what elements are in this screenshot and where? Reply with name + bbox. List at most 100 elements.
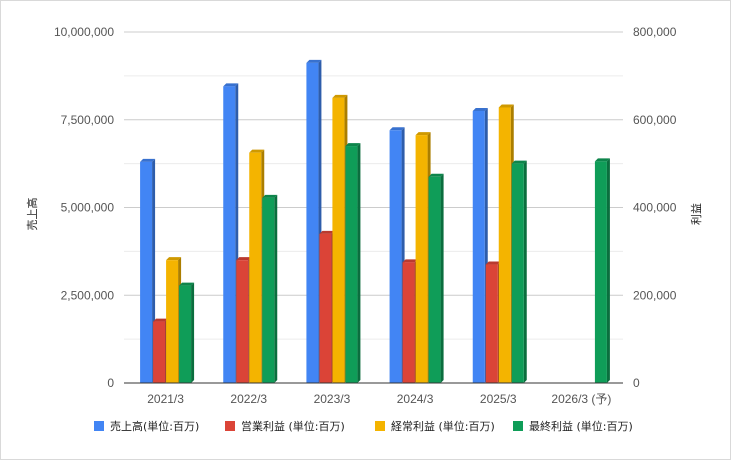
bars bbox=[140, 59, 610, 383]
bar-top bbox=[166, 257, 182, 261]
bar bbox=[428, 173, 444, 383]
bar-side bbox=[191, 282, 195, 383]
bar bbox=[223, 83, 239, 383]
bar-top bbox=[389, 127, 405, 131]
bar-top bbox=[498, 104, 514, 108]
bar-top bbox=[332, 94, 348, 98]
bar-side bbox=[274, 194, 278, 383]
left-tick-label: 0 bbox=[107, 376, 114, 390]
bar-front bbox=[472, 110, 485, 383]
legend-item: 経常利益 (単位:百万) bbox=[375, 419, 495, 433]
bar-top bbox=[511, 160, 527, 164]
legend-label: 売上高(単位:百万) bbox=[110, 419, 199, 433]
bar bbox=[594, 158, 610, 383]
bar-front bbox=[498, 107, 511, 383]
category-labels: 2021/3 2022/3 2023/3 2024/3 2025/3 2026/3 (予) bbox=[147, 392, 611, 406]
legend-label: 経常利益 (単位:百万) bbox=[391, 419, 495, 433]
category-label: 2024/3 bbox=[397, 392, 434, 406]
left-tick-label: 10,000,000 bbox=[54, 25, 114, 39]
bar bbox=[262, 194, 278, 383]
category-label: 2021/3 bbox=[147, 392, 184, 406]
bar bbox=[319, 230, 335, 383]
bar-top bbox=[402, 259, 418, 263]
bar bbox=[153, 318, 169, 383]
bar-front bbox=[389, 130, 402, 383]
bar-front bbox=[485, 264, 498, 383]
left-tick-label: 5,000,000 bbox=[61, 201, 115, 215]
bar-side bbox=[440, 173, 444, 383]
left-tick-label: 7,500,000 bbox=[61, 113, 115, 127]
bar-top bbox=[262, 194, 278, 198]
bar-front bbox=[402, 262, 415, 383]
bar-top bbox=[223, 83, 239, 87]
bar-front bbox=[345, 146, 358, 383]
bar bbox=[236, 257, 252, 383]
legend-swatch bbox=[94, 421, 104, 431]
bar-top bbox=[472, 107, 488, 111]
bar-front bbox=[594, 161, 607, 383]
bar-front bbox=[511, 163, 524, 383]
category-label: 2023/3 bbox=[314, 392, 351, 406]
right-axis-title: 利益 bbox=[689, 203, 703, 225]
legend-swatch bbox=[225, 421, 235, 431]
bar bbox=[306, 59, 322, 383]
right-tick-label: 600,000 bbox=[633, 113, 677, 127]
legend-swatch bbox=[513, 421, 523, 431]
bar bbox=[179, 282, 195, 383]
bar-top bbox=[306, 59, 322, 63]
legend-item: 売上高(単位:百万) bbox=[94, 419, 199, 433]
bar-top bbox=[153, 318, 169, 322]
bar bbox=[498, 104, 514, 383]
right-tick-label: 400,000 bbox=[633, 201, 677, 215]
bar-side bbox=[606, 158, 610, 383]
legend-swatch bbox=[375, 421, 385, 431]
category-label: 2025/3 bbox=[480, 392, 517, 406]
bar-front bbox=[249, 152, 262, 383]
left-axis-ticks: 0 2,500,000 5,000,000 7,500,000 10,000,000 bbox=[54, 25, 114, 390]
category-label: 2026/3 (予) bbox=[551, 392, 611, 406]
bar-top bbox=[140, 158, 156, 162]
bar-front bbox=[140, 161, 153, 383]
bar bbox=[140, 158, 156, 383]
legend-item: 最終利益 (単位:百万) bbox=[513, 419, 633, 433]
bar-front bbox=[153, 321, 166, 383]
bar bbox=[472, 107, 488, 383]
bar-top bbox=[485, 261, 501, 265]
right-tick-label: 800,000 bbox=[633, 25, 677, 39]
bar-front bbox=[332, 97, 345, 383]
legend-item: 営業利益 (単位:百万) bbox=[225, 419, 345, 433]
bar bbox=[249, 149, 265, 383]
bar-front bbox=[223, 86, 236, 383]
legend-label: 最終利益 (単位:百万) bbox=[529, 419, 633, 433]
bar bbox=[345, 143, 361, 383]
bar-top bbox=[319, 230, 335, 234]
bar-front bbox=[262, 197, 275, 383]
left-axis-title: 売上高 bbox=[25, 198, 39, 231]
bar-top bbox=[236, 257, 252, 261]
bar-top bbox=[415, 132, 431, 136]
legend: 売上高(単位:百万) 営業利益 (単位:百万) 経常利益 (単位:百万) 最終利益 (… bbox=[94, 419, 633, 433]
bar-top bbox=[249, 149, 265, 153]
bar-front bbox=[179, 285, 192, 383]
bar bbox=[402, 259, 418, 383]
right-tick-label: 200,000 bbox=[633, 288, 677, 302]
bar-side bbox=[357, 143, 361, 383]
bar-side bbox=[523, 160, 527, 383]
bar bbox=[511, 160, 527, 383]
bar bbox=[415, 132, 431, 383]
bar-front bbox=[319, 233, 332, 383]
bar-front bbox=[236, 260, 249, 383]
bar-top bbox=[179, 282, 195, 286]
right-axis-ticks: 0 200,000 400,000 600,000 800,000 bbox=[633, 25, 677, 390]
bar-front bbox=[166, 260, 179, 383]
bar-top bbox=[428, 173, 444, 177]
category-label: 2022/3 bbox=[230, 392, 267, 406]
bar bbox=[389, 127, 405, 383]
bar-top bbox=[345, 143, 361, 147]
gridlines bbox=[124, 31, 623, 384]
bar-top bbox=[594, 158, 610, 162]
bar-front bbox=[306, 62, 319, 383]
right-tick-label: 0 bbox=[633, 376, 640, 390]
bar bbox=[166, 257, 182, 383]
